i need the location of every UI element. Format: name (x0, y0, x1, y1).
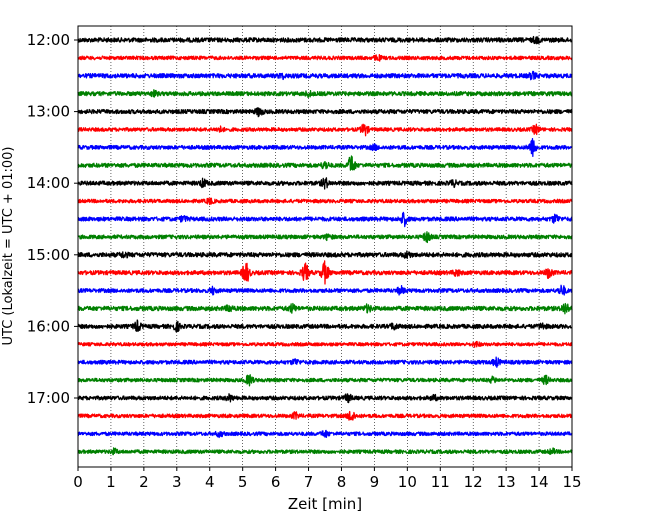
y-tick-label: 13:00 (27, 103, 70, 121)
plot-frame (77, 25, 573, 468)
x-axis-label: Zeit [min] (288, 495, 362, 513)
trace-1630 (77, 356, 573, 368)
trace-1315 (77, 123, 573, 137)
x-tick-label: 9 (370, 473, 380, 491)
trace-1600 (77, 319, 573, 333)
trace-1345 (77, 155, 573, 171)
trace-1515 (77, 260, 573, 285)
y-tick-label: 17:00 (27, 389, 70, 407)
trace-1645 (77, 374, 573, 387)
trace-1215 (77, 54, 573, 62)
trace-1400 (77, 177, 573, 190)
trace-1300 (77, 107, 573, 118)
x-tick-label: 5 (238, 473, 248, 491)
x-tick-label: 10 (398, 473, 417, 491)
trace-1415 (77, 197, 573, 206)
x-tick-label: 6 (271, 473, 281, 491)
y-axis-label: UTC (Lokalzeit = UTC + 01:00) (1, 147, 16, 346)
trace-1245 (77, 89, 573, 99)
y-tick-label: 15:00 (27, 246, 70, 264)
x-tick-label: 8 (337, 473, 347, 491)
y-tick-label: 16:00 (27, 317, 70, 335)
trace-1230 (77, 70, 573, 81)
x-tick-label: 0 (73, 473, 83, 491)
plot-area (78, 26, 572, 467)
x-tick-label: 4 (205, 473, 215, 491)
x-tick-label: 15 (562, 473, 581, 491)
x-tick-label: 1 (106, 473, 116, 491)
x-tick-label: 12 (464, 473, 483, 491)
y-tick-label: 14:00 (27, 174, 70, 192)
trace-1730 (77, 429, 573, 439)
trace-1445 (77, 231, 573, 244)
trace-1745 (77, 447, 573, 456)
x-tick-label: 7 (304, 473, 314, 491)
y-tick-label: 12:00 (27, 31, 70, 49)
x-tick-label: 3 (172, 473, 182, 491)
trace-group (77, 35, 573, 456)
trace-1530 (77, 284, 573, 296)
trace-1200 (77, 35, 573, 45)
trace-1330 (77, 137, 573, 157)
x-tick-label: 2 (139, 473, 149, 491)
trace-1700 (77, 393, 573, 404)
x-axis: 0 1 2 3 4 5 6 7 8 9 10 11 12 13 14 15 (73, 467, 582, 491)
y-axis: 12:00 13:00 14:00 15:00 16:00 17:00 (27, 31, 78, 407)
trace-1500 (77, 250, 573, 260)
trace-1715 (77, 410, 573, 421)
trace-1545 (77, 302, 573, 315)
x-tick-label: 13 (497, 473, 516, 491)
trace-1430 (77, 211, 573, 228)
trace-1615 (77, 340, 573, 348)
x-tick-label: 14 (530, 473, 549, 491)
x-tick-label: 11 (431, 473, 450, 491)
